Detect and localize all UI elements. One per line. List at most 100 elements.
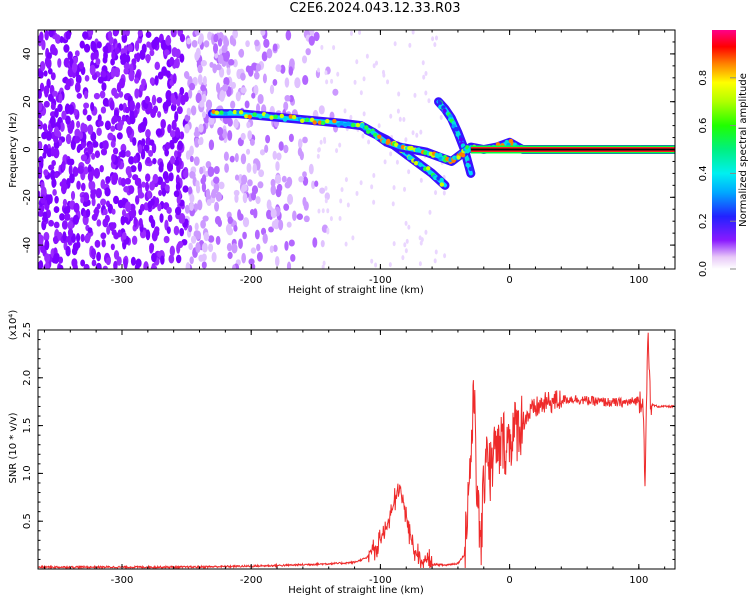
spectrogram-cell [48, 30, 54, 38]
spectrogram-cell [38, 89, 42, 99]
spectrogram-cell [251, 62, 258, 71]
spectrogram-cell [76, 180, 81, 190]
spectrogram-cell [64, 212, 71, 221]
spectrogram-cell [114, 47, 120, 55]
spectrogram-cell [259, 149, 266, 156]
spectrogram-cell [159, 161, 164, 170]
spectrogram-cell [283, 144, 289, 154]
spectrogram-cell [151, 252, 157, 263]
spectrogram-cell [234, 194, 239, 203]
spectrogram-cell [377, 123, 381, 129]
spectrogram-ridge-cell [282, 117, 288, 122]
spectrogram-ridge-cell [452, 155, 457, 160]
spectrogram-x-tick-label: 0 [506, 275, 512, 286]
spectrogram-cell [359, 90, 363, 96]
spectrogram-cell [157, 111, 162, 118]
spectrogram-cell [137, 30, 143, 37]
spectrogram-cell [332, 88, 339, 96]
spectrogram-cell [61, 110, 67, 120]
spectrogram-cell [82, 31, 89, 39]
spectrogram-cell [407, 224, 411, 230]
spectrogram-cell [169, 143, 175, 150]
spectrogram-upper-branch-cell [453, 126, 459, 132]
spectrogram-cell [286, 221, 292, 228]
spectrogram-cell [234, 174, 240, 181]
spectrogram-cell [230, 100, 236, 109]
spectrogram-cell [113, 195, 120, 205]
spectrogram-cell [257, 181, 264, 189]
spectrogram-ridge-cell [244, 114, 249, 119]
spectrogram-cell [73, 202, 80, 213]
spectrogram-cell [99, 165, 104, 173]
spectrogram-cell [344, 177, 348, 183]
spectrogram-upper-branch-cell [451, 120, 456, 126]
spectrogram-cell [66, 158, 72, 165]
spectrogram-cell [141, 181, 146, 188]
spectrogram-cell [372, 173, 376, 179]
spectrogram-cell [44, 30, 49, 41]
spectrogram-cell [38, 100, 43, 111]
spectrogram-cell [208, 243, 214, 253]
spectrogram-cell [38, 118, 42, 129]
spectrogram-cell [257, 93, 264, 105]
spectrogram-cell [100, 232, 107, 240]
spectrogram-ridge-cell [377, 134, 382, 139]
spectrogram-cell [154, 61, 161, 71]
spectrogram-cell [139, 121, 146, 133]
spectrogram-cell [272, 150, 277, 160]
spectrogram-cell [294, 77, 301, 89]
spectrogram-cell [370, 184, 374, 190]
spectrogram-cell [62, 198, 68, 207]
spectrogram-cell [39, 31, 44, 42]
spectrogram-cell [351, 235, 355, 241]
spectrogram-cell [164, 184, 170, 192]
spectrogram-cell [290, 253, 296, 262]
spectrogram-cell [302, 136, 308, 144]
spectrogram-cell [94, 239, 101, 248]
snr-y-tick-label: 1.0 [22, 465, 33, 481]
spectrogram-cell [137, 144, 143, 154]
spectrogram-cell [85, 208, 91, 218]
spectrogram-cell [332, 45, 336, 51]
spectrogram-cell [117, 199, 124, 209]
spectrogram-cell [245, 40, 250, 48]
spectrogram-cell [195, 184, 201, 194]
spectrogram-cell [324, 70, 328, 76]
spectrogram-cell [158, 189, 163, 196]
spectrogram-cell [249, 138, 255, 146]
spectrogram-cell [292, 210, 297, 222]
spectrogram-cell [84, 75, 90, 82]
spectrogram-cell [193, 203, 199, 211]
spectrogram-cell [214, 215, 222, 225]
spectrogram-cell [186, 37, 192, 45]
spectrogram-cell [349, 30, 353, 36]
spectrogram-cell [105, 176, 111, 183]
spectrogram-cell [96, 41, 102, 49]
spectrogram-cell [398, 116, 402, 122]
spectrogram-cell [68, 164, 73, 176]
spectrogram-cell [367, 139, 371, 145]
spectrogram-cell [262, 73, 267, 84]
spectrogram-cell [133, 155, 138, 164]
spectrogram-cell [176, 195, 181, 205]
spectrogram-cell [93, 92, 101, 100]
spectrogram-cell [404, 220, 408, 226]
spectrogram-cell [108, 36, 114, 45]
spectrogram-cell [256, 251, 263, 262]
spectrogram-cell [94, 150, 101, 159]
spectrogram-cell [274, 256, 280, 267]
spectrogram-ridge-cell [438, 156, 443, 162]
spectrogram-ridge-cell [269, 115, 274, 120]
spectrogram-cell [96, 203, 101, 210]
spectrogram-cell [251, 263, 256, 269]
spectrogram-cell [74, 50, 80, 57]
spectrogram-cell [183, 71, 190, 79]
spectrogram-cell [194, 222, 199, 231]
spectrogram-cell [163, 235, 170, 244]
spectrogram-cell [47, 68, 53, 75]
spectrogram-cell [119, 77, 126, 89]
spectrogram-cell [280, 64, 286, 74]
spectrogram-cell [120, 57, 126, 66]
colorbar-tick-label: 0.0 [698, 261, 709, 277]
spectrogram-cell [120, 215, 126, 226]
